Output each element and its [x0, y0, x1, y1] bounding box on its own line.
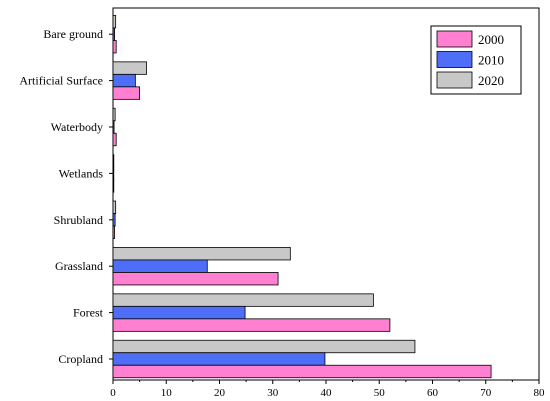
- bar-2020: [112, 61, 147, 75]
- category-label: Cropland: [58, 352, 103, 366]
- legend: 2000 2010 2020: [430, 25, 522, 95]
- bar-2000: [112, 40, 117, 54]
- bar-2020: [112, 200, 117, 214]
- bar-2010: [112, 27, 115, 41]
- category-label: Wetlands: [59, 166, 104, 180]
- category-label: Forest: [73, 306, 104, 320]
- x-tick-label: 60: [427, 387, 439, 399]
- bar-2010: [112, 166, 115, 181]
- x-tick-label: 40: [321, 387, 333, 399]
- x-tick-label: 20: [214, 387, 226, 399]
- x-tick-label: 10: [161, 387, 173, 399]
- bar-2000: [112, 364, 492, 379]
- legend-swatch-2000: [436, 30, 473, 48]
- bar-2020: [112, 154, 115, 168]
- bar-2010: [112, 73, 136, 88]
- bar-2020: [112, 293, 374, 307]
- category-label: Shrubland: [54, 213, 103, 227]
- bar-2010: [112, 213, 116, 227]
- bar-2000: [112, 179, 115, 193]
- x-tick-label: 30: [267, 387, 279, 399]
- bar-2000: [112, 318, 391, 332]
- bar-2020: [112, 107, 116, 122]
- legend-label: 2020: [478, 73, 504, 88]
- category-labels: Bare ground Artificial Surface Waterbody We…: [19, 27, 113, 366]
- x-axis-ticks: 0 10 20 30 40 50 60 70 80: [110, 380, 545, 399]
- bar-2000: [112, 132, 117, 147]
- legend-label: 2010: [478, 53, 504, 68]
- x-tick-label: 50: [374, 387, 386, 399]
- bar-2020: [112, 339, 416, 354]
- legend-label: 2000: [478, 32, 504, 47]
- category-label: Grassland: [55, 259, 103, 273]
- legend-swatch-2020: [436, 71, 473, 89]
- category-label: Waterbody: [51, 120, 103, 134]
- bar-2000: [112, 225, 115, 239]
- bars-group: [112, 15, 492, 379]
- x-tick-label: 70: [480, 387, 492, 399]
- x-tick-label: 80: [534, 387, 546, 399]
- category-label: Artificial Surface: [19, 74, 103, 88]
- bar-2010: [112, 305, 246, 320]
- bar-2010: [112, 259, 208, 273]
- x-tick-label: 0: [110, 387, 116, 399]
- bar-2020: [112, 15, 117, 29]
- legend-swatch-2010: [436, 51, 473, 68]
- bar-2000: [112, 86, 141, 100]
- bar-2010: [112, 120, 115, 134]
- category-label: Bare ground: [43, 27, 103, 41]
- bar-2020: [112, 247, 291, 261]
- bar-2000: [112, 272, 279, 286]
- bar-2010: [112, 352, 326, 366]
